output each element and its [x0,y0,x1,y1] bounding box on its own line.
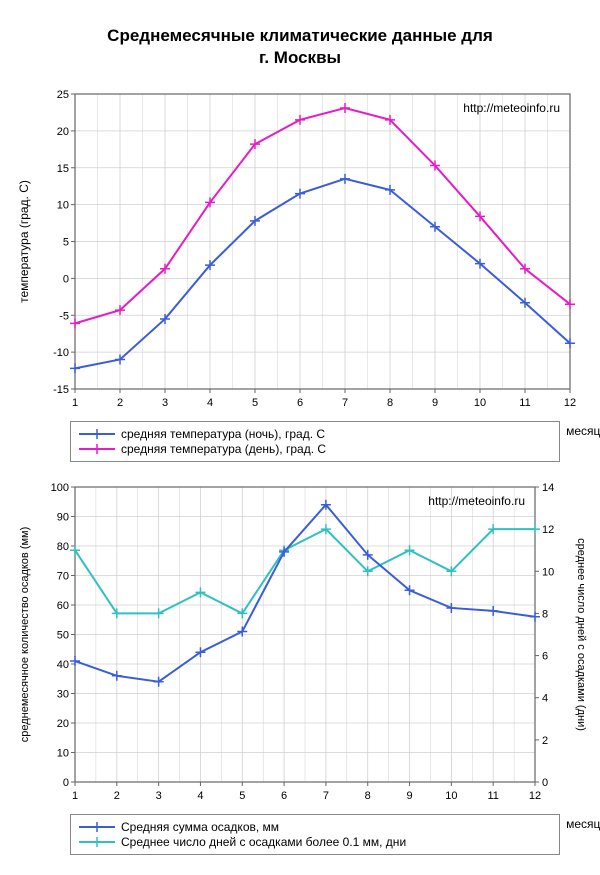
svg-text:2: 2 [542,735,548,747]
svg-text:100: 100 [51,482,69,494]
svg-text:50: 50 [57,630,69,642]
title-line2: г. Москвы [259,48,341,67]
svg-text:7: 7 [342,397,348,409]
legend-row: средняя температура (день), град. С [77,442,553,456]
legend-label: Средняя сумма осадков, мм [121,820,279,834]
svg-text:1: 1 [72,790,78,802]
svg-text:6: 6 [281,790,287,802]
svg-text:среднемесячное количество осад: среднемесячное количество осадков (мм) [19,527,31,743]
svg-text:3: 3 [162,397,168,409]
svg-text:9: 9 [406,790,412,802]
svg-text:8: 8 [387,397,393,409]
svg-text:6: 6 [542,651,548,663]
svg-text:70: 70 [57,571,69,583]
svg-text:5: 5 [63,237,69,249]
svg-text:10: 10 [57,748,69,760]
legend-row: Средняя сумма осадков, мм [77,820,553,834]
svg-text:http://meteoinfo.ru: http://meteoinfo.ru [428,494,525,508]
svg-text:60: 60 [57,600,69,612]
svg-text:10: 10 [445,790,457,802]
x-axis-label: месяцы [566,424,600,438]
svg-text:12: 12 [542,524,554,536]
svg-text:2: 2 [117,397,123,409]
svg-text:-5: -5 [59,310,69,322]
svg-text:12: 12 [564,397,576,409]
svg-text:80: 80 [57,541,69,553]
svg-text:9: 9 [432,397,438,409]
svg-text:0: 0 [542,777,548,789]
legend-label: средняя температура (ночь), град. С [121,427,325,441]
chart2-legend: Средняя сумма осадков, мм Среднее число … [70,814,560,855]
legend-swatch [77,835,117,849]
svg-text:20: 20 [57,126,69,138]
svg-text:20: 20 [57,718,69,730]
svg-text:10: 10 [57,200,69,212]
svg-text:14: 14 [542,482,554,494]
legend-swatch [77,442,117,456]
svg-text:4: 4 [542,693,548,705]
precipitation-chart: 0102030405060708090100024681012141234567… [10,472,590,812]
legend-row: Среднее число дней с осадками более 0.1 … [77,835,553,849]
legend-row: средняя температура (ночь), град. С [77,427,553,441]
page-title: Среднемесячные климатические данные для … [10,25,590,69]
svg-text:7: 7 [323,790,329,802]
svg-text:10: 10 [474,397,486,409]
x-axis-label: месяцы [566,817,600,831]
svg-text:11: 11 [487,790,498,802]
svg-text:12: 12 [529,790,541,802]
svg-text:30: 30 [57,689,69,701]
svg-text:0: 0 [63,274,69,286]
temperature-chart: -15-10-50510152025123456789101112темпера… [10,79,590,419]
svg-text:4: 4 [197,790,203,802]
svg-text:5: 5 [239,790,245,802]
svg-text:11: 11 [519,397,530,409]
svg-text:8: 8 [542,609,548,621]
svg-text:5: 5 [252,397,258,409]
svg-text:0: 0 [63,777,69,789]
svg-text:8: 8 [365,790,371,802]
svg-text:4: 4 [207,397,213,409]
svg-text:25: 25 [57,89,69,101]
svg-text:10: 10 [542,566,554,578]
svg-text:среднее число дней с осадками: среднее число дней с осадками (дни) [575,538,587,731]
svg-text:6: 6 [297,397,303,409]
svg-text:-10: -10 [53,347,69,359]
legend-label: Среднее число дней с осадками более 0.1 … [121,835,406,849]
legend-swatch [77,820,117,834]
svg-text:http://meteoinfo.ru: http://meteoinfo.ru [463,101,560,115]
svg-text:-15: -15 [53,384,69,396]
legend-label: средняя температура (день), град. С [121,442,326,456]
svg-text:1: 1 [72,397,78,409]
chart1-legend: средняя температура (ночь), град. С сред… [70,421,560,462]
svg-text:2: 2 [114,790,120,802]
svg-text:3: 3 [156,790,162,802]
legend-swatch [77,427,117,441]
title-line1: Среднемесячные климатические данные для [107,26,493,45]
svg-text:40: 40 [57,659,69,671]
svg-text:15: 15 [57,163,69,175]
svg-text:температура (град. С): температура (град. С) [17,180,31,303]
svg-text:90: 90 [57,512,69,524]
